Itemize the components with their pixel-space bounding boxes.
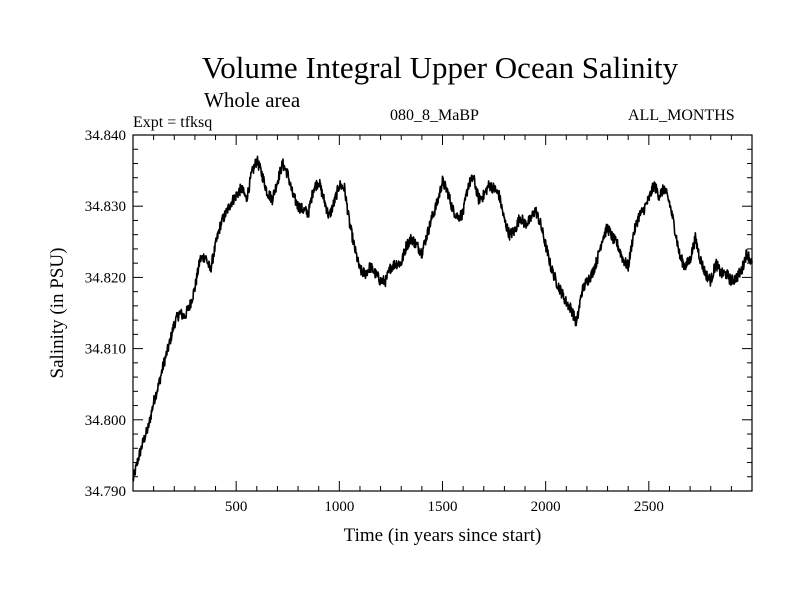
x-tick-label: 2000	[531, 499, 561, 515]
x-axis-label: Time (in years since start)	[344, 525, 542, 546]
y-tick-label: 34.840	[85, 128, 126, 144]
x-axis: 500 1000 1500 2000 2500	[153, 135, 732, 515]
run-label: 080_8_MaBP	[390, 107, 479, 124]
chart-title: Volume Integral Upper Ocean Salinity	[201, 50, 679, 85]
salinity-series-line	[132, 155, 753, 482]
chart-subtitle: Whole area	[204, 88, 301, 112]
plot-frame	[132, 134, 753, 492]
x-tick-label: 1500	[428, 499, 458, 515]
y-tick-label: 34.800	[85, 413, 126, 429]
x-tick-label: 2500	[634, 499, 664, 515]
y-tick-label: 34.810	[85, 342, 126, 358]
y-axis-label: Salinity (in PSU)	[47, 248, 68, 379]
period-label: ALL_MONTHS	[628, 107, 735, 124]
y-tick-label: 34.830	[85, 199, 126, 215]
y-tick-label: 34.790	[85, 484, 126, 500]
experiment-label: Expt = tfksq	[133, 114, 213, 131]
y-tick-label: 34.820	[85, 270, 126, 286]
x-tick-label: 500	[225, 499, 248, 515]
x-tick-label: 1000	[324, 499, 354, 515]
